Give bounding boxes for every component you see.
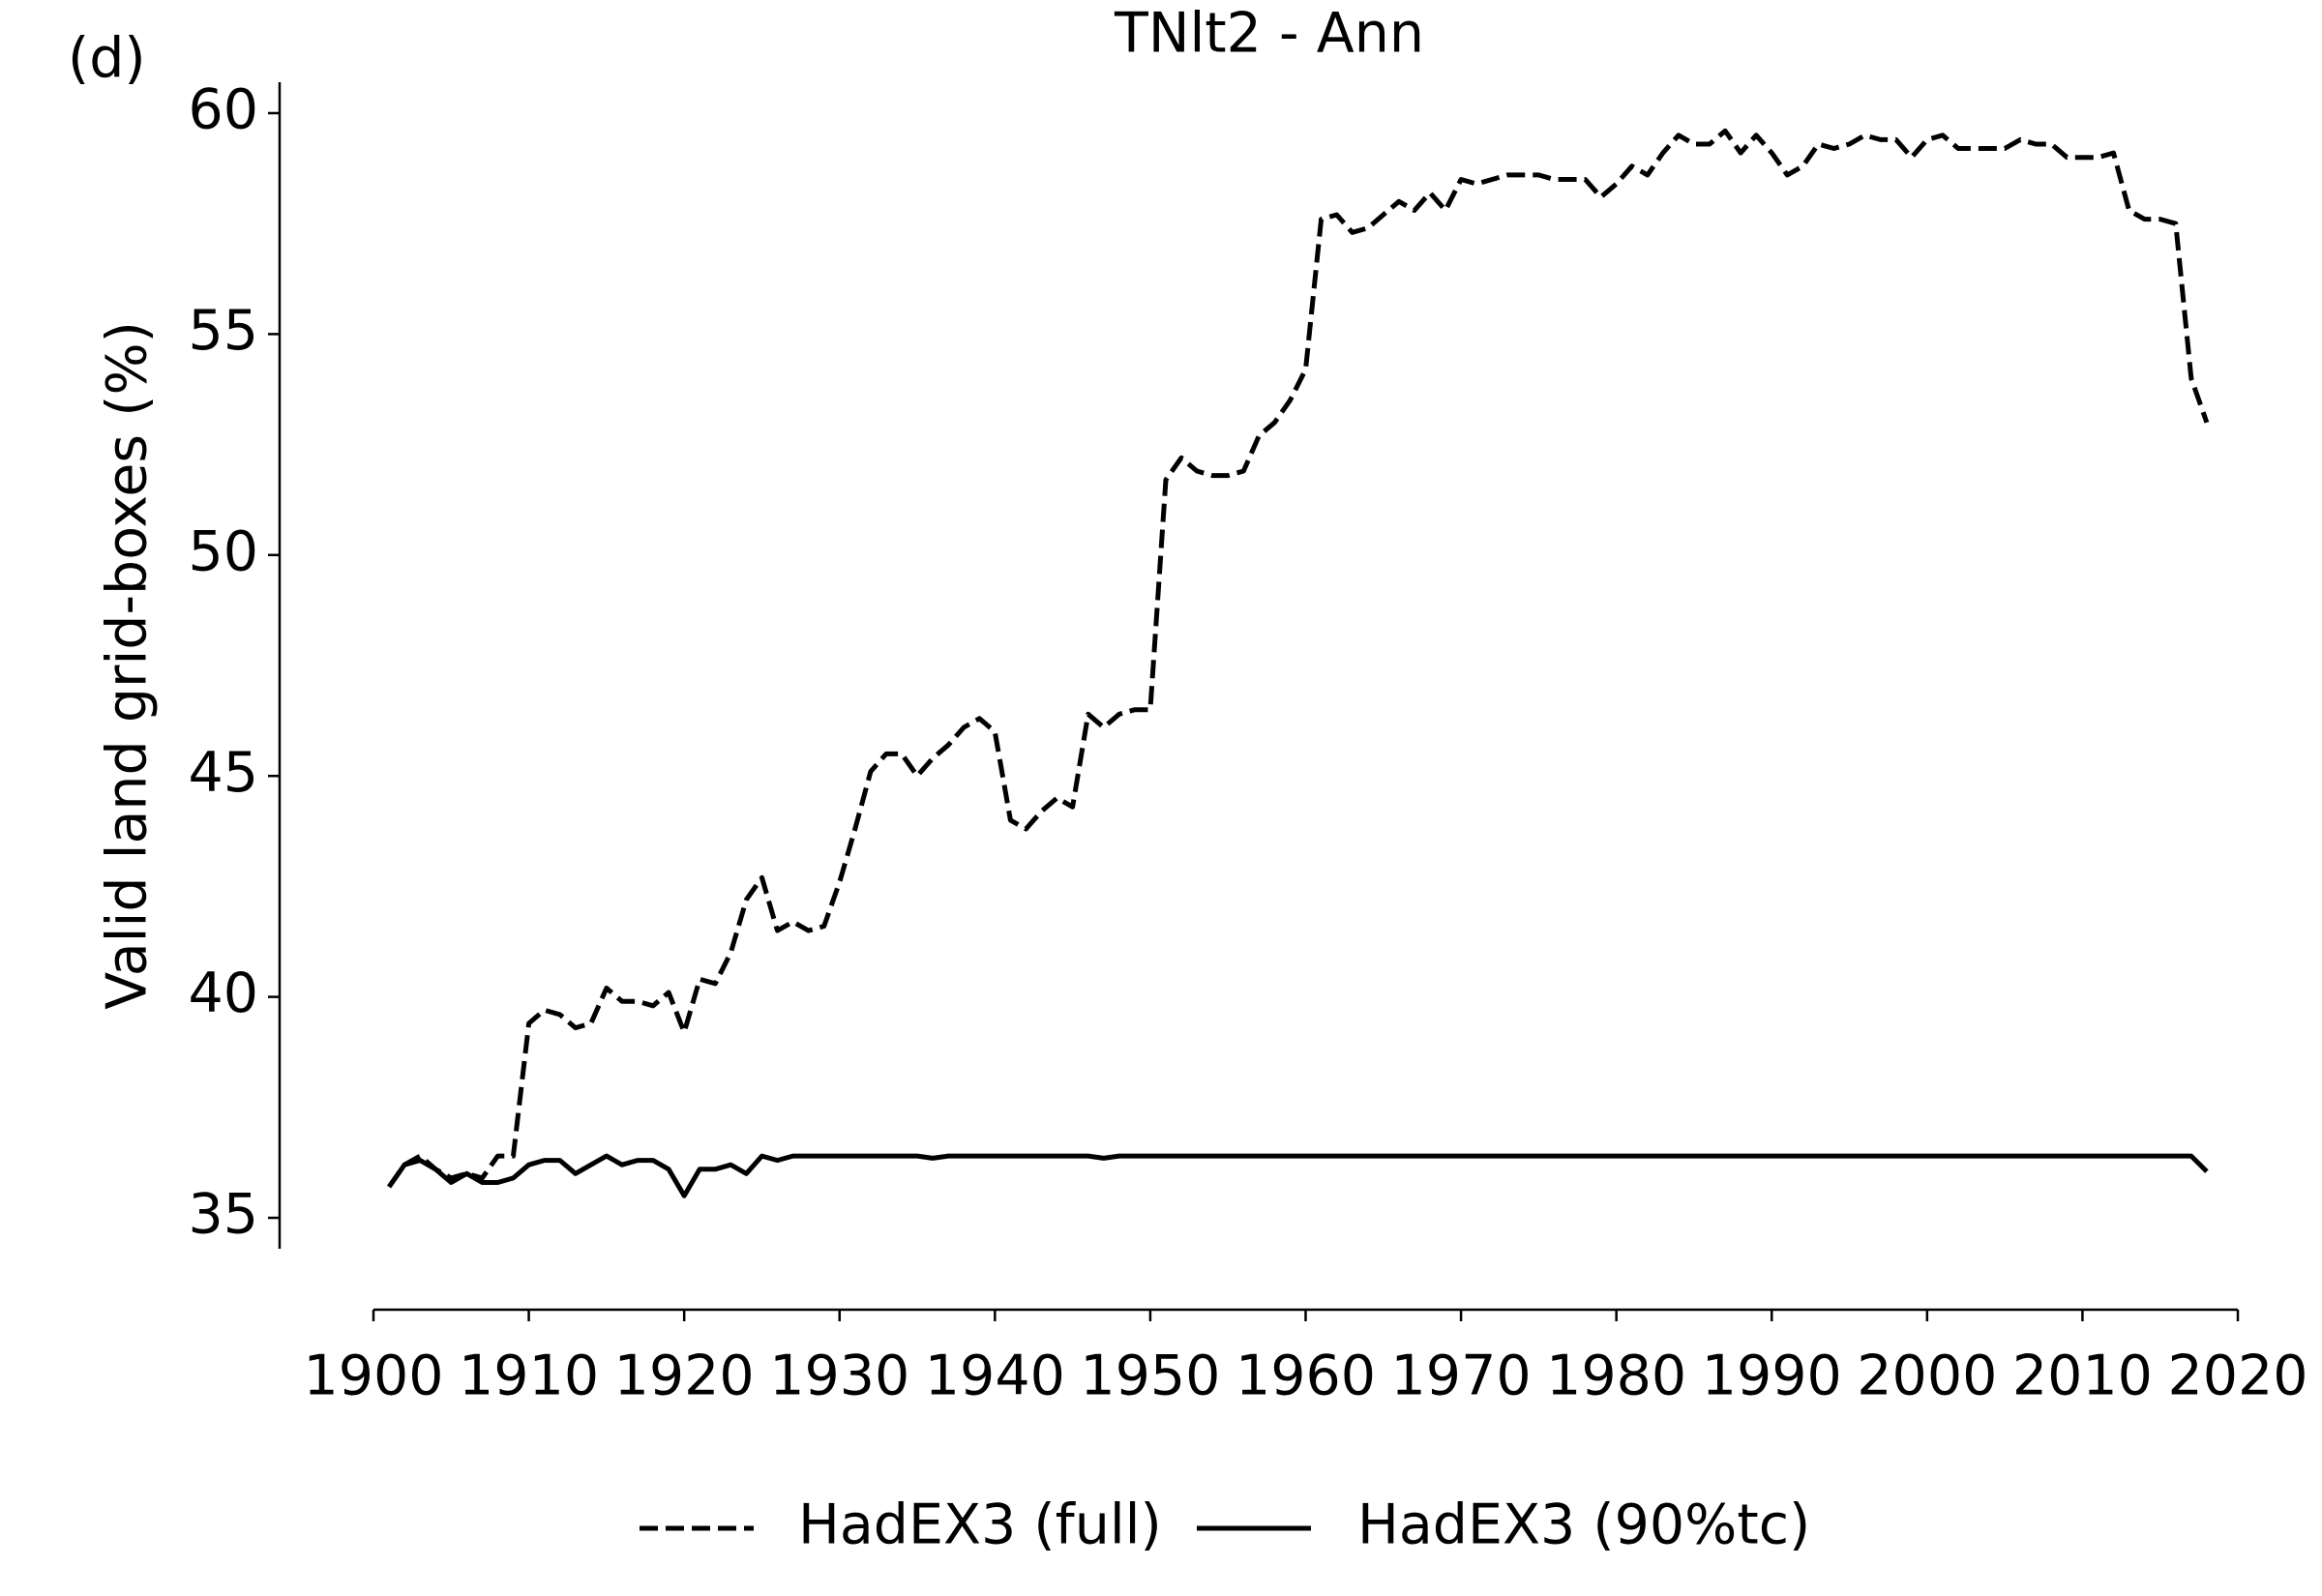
x-tick-label: 1910 [459,1345,599,1408]
x-tick-label: 1900 [303,1345,443,1408]
x-tick-label: 2000 [1857,1345,1997,1408]
series-line [387,1153,2209,1198]
legend-label: HadEX3 (90%tc) [1357,1493,1810,1557]
y-tick-label: 60 [188,78,258,142]
chart-title: TNlt2 - Ann [1114,2,1424,66]
x-tick-label: 1990 [1702,1345,1842,1408]
y-tick-label: 40 [188,961,258,1025]
x-tick-label: 1970 [1391,1345,1532,1408]
series-line [387,128,2210,1189]
y-tick-label: 45 [188,741,258,805]
y-tick-label: 55 [188,299,258,363]
x-tick-label: 2020 [2167,1345,2307,1408]
x-tick-label: 1940 [925,1345,1065,1408]
y-tick-label: 35 [188,1183,258,1247]
x-tick-label: 2010 [2012,1345,2153,1408]
panel-label: (d) [68,27,146,91]
x-tick-label: 1920 [614,1345,755,1408]
y-axis-label: Valid land grid-boxes (%) [96,321,160,1010]
y-tick-label: 50 [188,519,258,583]
x-tick-label: 1980 [1546,1345,1686,1408]
x-tick-label: 1950 [1080,1345,1220,1408]
x-tick-label: 1960 [1235,1345,1376,1408]
legend-label: HadEX3 (full) [798,1493,1162,1557]
x-tick-label: 1930 [769,1345,909,1408]
